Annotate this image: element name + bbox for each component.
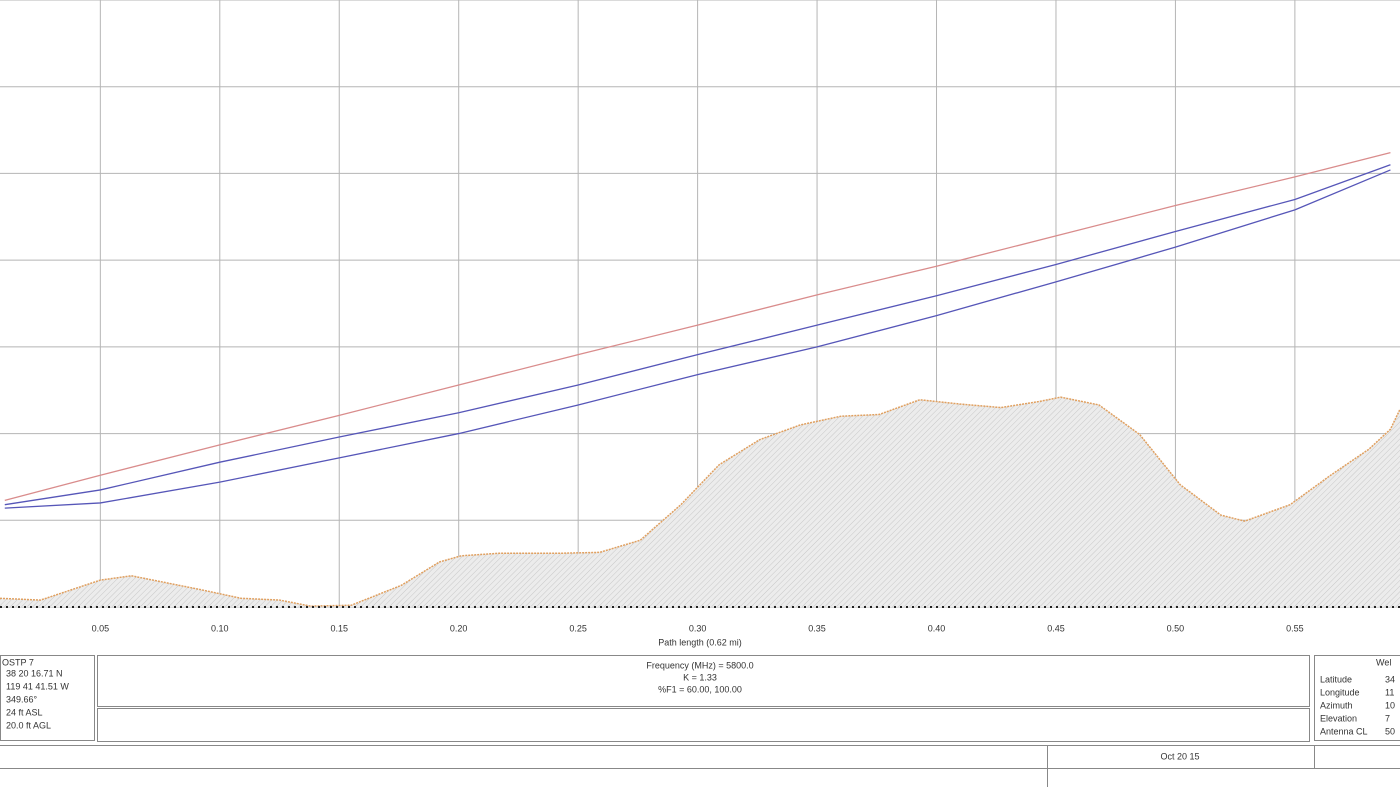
site-coord: 119 41 41.51 W [6, 681, 69, 691]
link-param: K = 1.33 [683, 672, 717, 682]
x-tick-label: 0.20 [450, 623, 468, 633]
plot-area [0, 0, 1400, 607]
x-tick-label: 0.10 [211, 623, 229, 633]
x-tick-label: 0.25 [569, 623, 587, 633]
link-param: Frequency (MHz) = 5800.0 [646, 660, 753, 670]
site-coord: 38 20 16.71 N [6, 668, 63, 678]
site-value: 10 [1385, 700, 1395, 710]
x-axis-label: Path length (0.62 mi) [658, 637, 742, 647]
x-tick-label: 0.50 [1167, 623, 1185, 633]
x-tick-label: 0.45 [1047, 623, 1065, 633]
site-field: Latitude [1320, 674, 1352, 684]
site-value: 11 [1385, 687, 1394, 697]
site-field: Antenna CL [1320, 726, 1368, 736]
site-value: 50 [1385, 726, 1395, 736]
site-field: Longitude [1320, 687, 1360, 697]
site-coord: 24 ft ASL [6, 707, 43, 717]
site-name: Wel [1376, 657, 1391, 667]
site-value: 7 [1385, 713, 1390, 723]
terrain-fill [0, 397, 1400, 607]
date: Oct 20 15 [1160, 751, 1199, 761]
site-coord: 349.66° [6, 694, 38, 704]
link-param: %F1 = 60.00, 100.00 [658, 684, 742, 694]
site-field: Azimuth [1320, 700, 1353, 710]
x-tick-label: 0.35 [808, 623, 826, 633]
x-tick-label: 0.40 [928, 623, 946, 633]
site-name: OSTP 7 [2, 657, 34, 667]
x-tick-label: 0.30 [689, 623, 707, 633]
site-field: Elevation [1320, 713, 1357, 723]
x-tick-label: 0.05 [92, 623, 110, 633]
site-value: 34 [1385, 674, 1395, 684]
center-lower-box [98, 709, 1310, 742]
x-tick-label: 0.15 [330, 623, 348, 633]
x-tick-label: 0.55 [1286, 623, 1304, 633]
site-coord: 20.0 ft AGL [6, 720, 51, 730]
